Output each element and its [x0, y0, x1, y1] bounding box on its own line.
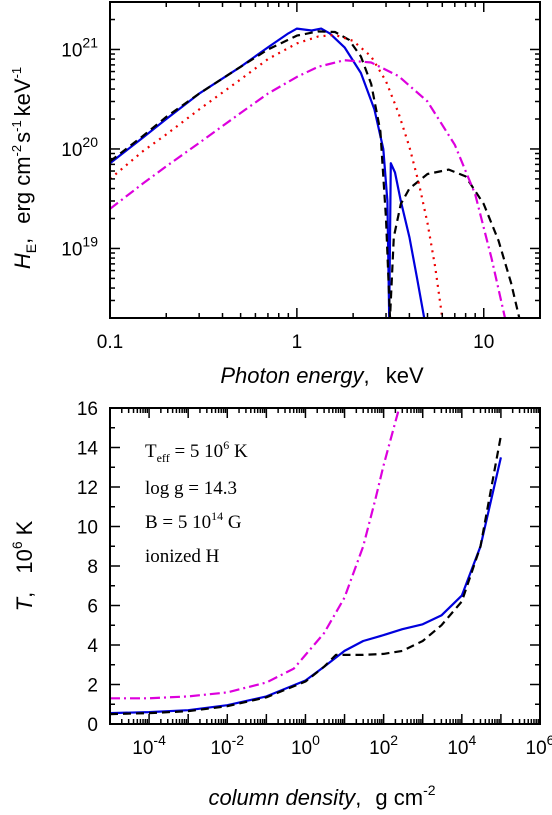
chart1-y-tick-label: 8 — [87, 557, 98, 578]
top-plot-frame — [109, 1, 541, 319]
annotation-composition: ionized H — [145, 546, 220, 567]
chart0-y-tick-label: 1021 — [61, 34, 98, 61]
top-x-axis-label: Photon energy, keV — [220, 363, 424, 388]
chart1-x-tick-label: 100 — [291, 732, 320, 759]
bottom-x-axis-label: column density, g cm-2 — [208, 782, 435, 810]
annotation-logg: log g = 14.3 — [145, 478, 237, 499]
top-y-axis-label: HE, erg cm-2s-1keV-1 — [9, 67, 39, 269]
chart0-series-3-line — [110, 59, 507, 318]
bottom-x-tick-labels: 10-4 10-2 100 102 104 106 — [132, 732, 552, 759]
chart1-y-tick-label: 12 — [77, 478, 98, 499]
chart1-y-tick-label: 10 — [77, 518, 98, 539]
chart1-x-tick-label: 106 — [526, 732, 552, 759]
top-series-group — [110, 27, 521, 318]
chart0-series-1-line — [110, 30, 521, 318]
chart0-x-tick-label: 0.1 — [97, 332, 123, 353]
annotation-teff: Teff = 5 106 K — [145, 438, 248, 465]
chart1-y-tick-label: 16 — [77, 399, 98, 420]
annotation-box: Teff = 5 106 K log g = 14.3 B = 5 1014 G… — [145, 438, 248, 567]
chart1-series-1-line — [110, 435, 502, 716]
bottom-y-axis-label: T, 106K — [9, 520, 37, 611]
bottom-chart: 10-4 10-2 100 102 104 106 0 2 4 6 8 10 12 14 16 colum… — [9, 399, 552, 810]
chart1-x-tick-label: 104 — [447, 732, 476, 759]
chart0-series-2-line — [110, 33, 444, 318]
top-y-tick-labels: 1019 1020 1021 — [61, 34, 98, 260]
chart1-y-tick-label: 4 — [87, 636, 98, 657]
bottom-y-tick-labels: 0 2 4 6 8 10 12 14 16 — [77, 399, 99, 736]
bottom-plot-frame — [109, 407, 541, 725]
chart0-y-tick-label: 1019 — [61, 233, 98, 260]
annotation-b: B = 5 1014 G — [145, 509, 242, 533]
chart1-y-tick-label: 6 — [87, 597, 98, 618]
chart1-series-2-line — [110, 408, 401, 700]
top-x-tick-labels: 0.1 1 10 — [97, 332, 495, 353]
chart1-y-tick-label: 0 — [87, 715, 98, 736]
chart1-x-tick-label: 10-4 — [132, 732, 166, 759]
chart0-y-tick-label: 1020 — [61, 134, 98, 161]
bottom-series-group — [110, 408, 502, 716]
chart0-x-tick-label: 1 — [292, 332, 303, 353]
chart0-x-tick-label: 10 — [473, 332, 494, 353]
top-chart: 0.1 1 10 1019 1020 1021 Photon energy, keV H… — [9, 1, 541, 388]
chart1-y-tick-label: 2 — [87, 676, 98, 697]
chart1-x-tick-label: 102 — [369, 732, 398, 759]
chart1-y-tick-label: 14 — [77, 439, 99, 460]
chart1-x-tick-label: 10-2 — [210, 732, 244, 759]
chart0-series-0-line — [110, 27, 426, 318]
